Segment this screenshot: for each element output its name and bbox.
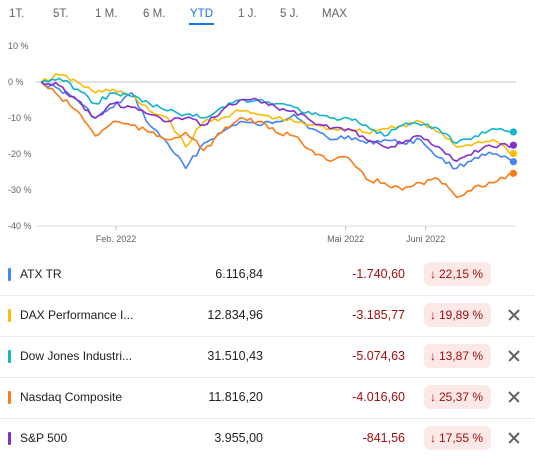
y-tick-label: 10 %	[8, 41, 29, 51]
percent-value: 22,15 %	[439, 267, 484, 281]
table-row[interactable]: DAX Performance I... 12.834,96 -3.185,77 ↓ 1…	[0, 295, 535, 336]
table-row[interactable]: S&P 500 3.955,00 -841,56 ↓ 17,55 %	[0, 418, 535, 459]
tab-5j[interactable]: 5 J.	[280, 8, 299, 20]
series-color-swatch	[8, 350, 11, 363]
tab-ytd[interactable]: YTD	[189, 8, 214, 25]
y-tick-label: -40 %	[8, 221, 32, 231]
close-icon[interactable]	[505, 388, 523, 406]
percent-badge: ↓ 13,87 %	[424, 344, 492, 368]
percent-badge: ↓ 19,89 %	[424, 303, 492, 327]
index-name[interactable]: Dow Jones Industri...	[20, 349, 133, 363]
index-change: -841,56	[362, 431, 405, 445]
index-change: -5.074,63	[352, 349, 405, 363]
series-color-swatch	[8, 268, 11, 281]
arrow-down-icon: ↓	[430, 390, 436, 404]
series-end-point	[509, 150, 518, 158]
tab-1j[interactable]: 1 J.	[238, 8, 257, 20]
y-tick-label: -30 %	[8, 185, 32, 195]
index-price: 6.116,84	[215, 267, 263, 281]
comparison-table: ATX TR 6.116,84 -1.740,60 ↓ 22,15 % DAX Perfo…	[0, 255, 535, 459]
range-tabs: 1T. 5T. 1 M. 6 M. YTD 1 J. 5 J. MAX	[0, 0, 535, 30]
percent-value: 13,87 %	[439, 349, 484, 363]
arrow-down-icon: ↓	[430, 431, 436, 445]
close-icon[interactable]	[505, 347, 523, 365]
series-end-point	[509, 128, 518, 136]
index-change: -3.185,77	[352, 308, 405, 322]
index-change: -1.740,60	[352, 267, 405, 281]
percent-badge: ↓ 22,15 %	[424, 262, 492, 286]
y-tick-label: -20 %	[8, 149, 32, 159]
series-line	[40, 73, 514, 155]
table-row[interactable]: Nasdaq Composite 11.816,20 -4.016,60 ↓ 25,37…	[0, 377, 535, 418]
tab-max[interactable]: MAX	[322, 8, 347, 20]
y-tick-label: 0 %	[8, 77, 24, 87]
index-price: 31.510,43	[207, 349, 263, 363]
x-tick-label: Juni 2022	[406, 234, 445, 244]
arrow-down-icon: ↓	[430, 267, 436, 281]
x-tick-label: Feb. 2022	[96, 234, 137, 244]
index-price: 3.955,00	[214, 431, 263, 445]
series-end-point	[509, 169, 518, 177]
series-color-swatch	[8, 309, 11, 322]
table-row[interactable]: Dow Jones Industri... 31.510,43 -5.074,63 ↓…	[0, 336, 535, 377]
percent-badge: ↓ 25,37 %	[424, 385, 492, 409]
index-name[interactable]: ATX TR	[20, 267, 62, 281]
arrow-down-icon: ↓	[430, 308, 436, 322]
tab-5t[interactable]: 5T.	[53, 8, 69, 20]
series-color-swatch	[8, 391, 11, 404]
tab-1m[interactable]: 1 M.	[95, 8, 118, 20]
series-line	[40, 81, 514, 170]
x-tick-label: Mai 2022	[327, 234, 364, 244]
series-line	[40, 77, 514, 144]
index-price: 11.816,20	[208, 390, 263, 404]
arrow-down-icon: ↓	[430, 349, 436, 363]
index-name[interactable]: Nasdaq Composite	[20, 390, 123, 404]
tab-1t[interactable]: 1T.	[9, 8, 25, 20]
table-row[interactable]: ATX TR 6.116,84 -1.740,60 ↓ 22,15 %	[0, 255, 535, 295]
close-icon[interactable]	[505, 429, 523, 447]
index-name[interactable]: S&P 500	[20, 431, 68, 445]
series-end-point	[509, 141, 518, 149]
performance-chart: 10 % 0 % -10 % -20 % -30 % -40 % Feb. 2022 Mai …	[8, 41, 518, 244]
y-tick-label: -10 %	[8, 113, 32, 123]
series-line	[40, 81, 514, 198]
index-change: -4.016,60	[352, 390, 405, 404]
series-end-point	[509, 158, 518, 166]
index-name[interactable]: DAX Performance I...	[20, 308, 134, 322]
series-color-swatch	[8, 432, 11, 445]
percent-value: 17,55 %	[439, 431, 484, 445]
close-icon[interactable]	[505, 306, 523, 324]
series-line	[40, 81, 514, 162]
percent-badge: ↓ 17,55 %	[424, 426, 492, 450]
tab-6m[interactable]: 6 M.	[143, 8, 166, 20]
percent-value: 25,37 %	[439, 390, 484, 404]
percent-value: 19,89 %	[439, 308, 484, 322]
index-price: 12.834,96	[207, 308, 263, 322]
